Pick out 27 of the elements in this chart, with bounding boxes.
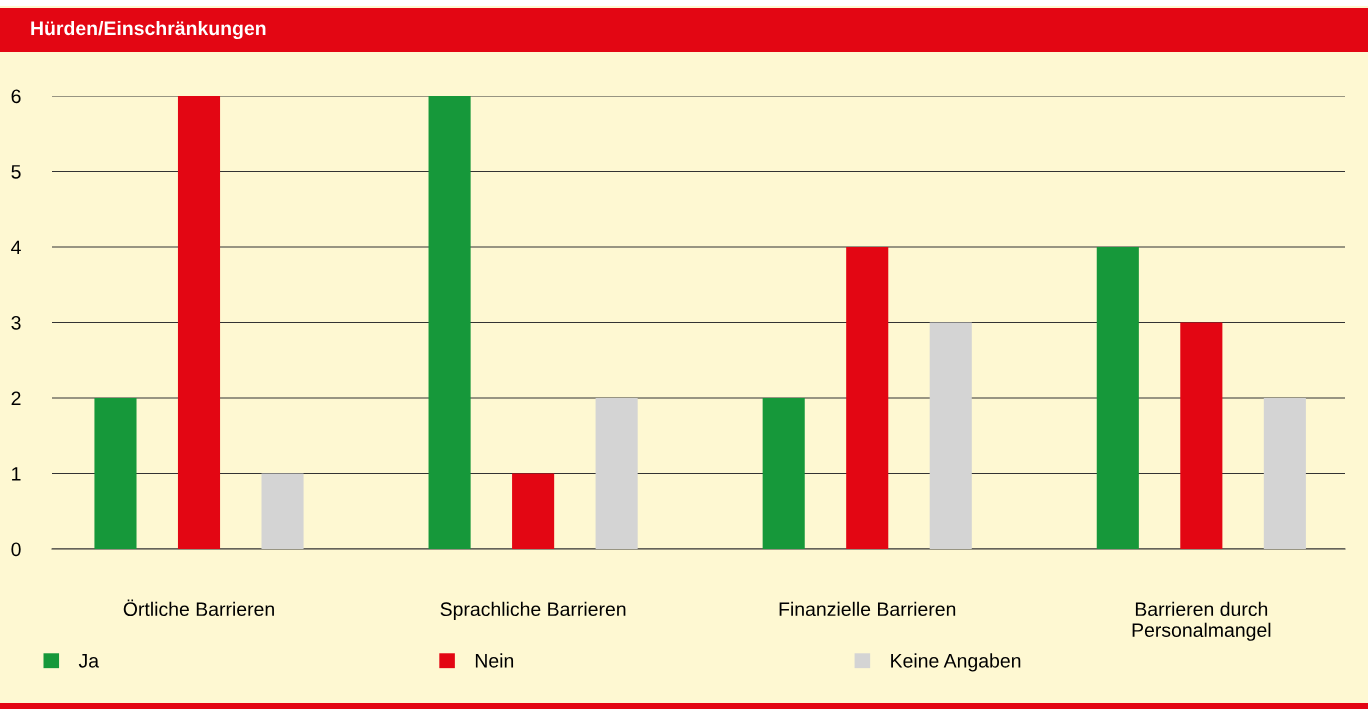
bar bbox=[177, 96, 221, 549]
bar bbox=[1180, 322, 1223, 549]
legend-label: Keine Angaben bbox=[891, 653, 1021, 672]
bar bbox=[94, 398, 137, 549]
y-tick-label: 4 bbox=[11, 240, 21, 255]
legend-label: Ja bbox=[78, 654, 100, 668]
x-tick-label: Örtliche Barrieren bbox=[123, 599, 274, 617]
y-tick-label: 3 bbox=[11, 315, 21, 330]
bar bbox=[846, 247, 889, 549]
chart-title: Hürden/Einschränkungen bbox=[31, 20, 266, 40]
x-tick-label: Finanzielle Barrieren bbox=[779, 601, 956, 617]
y-tick-label: 2 bbox=[11, 391, 21, 406]
bar bbox=[595, 398, 638, 549]
y-tick-label: 0 bbox=[11, 542, 21, 557]
y-tick-label: 5 bbox=[11, 165, 21, 179]
x-tick-label: Barrieren durch Personalmangel bbox=[1132, 601, 1271, 641]
legend-label: Nein bbox=[475, 653, 514, 668]
bar bbox=[261, 473, 304, 549]
y-tick-label: 6 bbox=[11, 89, 21, 104]
y-tick-label: 1 bbox=[12, 467, 21, 481]
bar bbox=[512, 473, 555, 549]
bar bbox=[428, 96, 471, 549]
bar bbox=[762, 398, 805, 549]
bar bbox=[929, 322, 972, 549]
x-tick-label: Sprachliche Barrieren bbox=[440, 601, 626, 620]
bar bbox=[1263, 398, 1306, 549]
bar bbox=[1096, 247, 1139, 549]
